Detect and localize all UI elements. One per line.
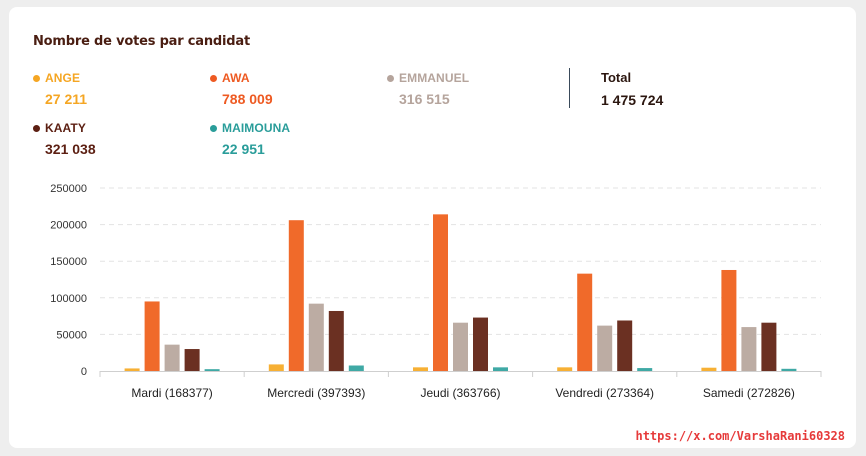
legend-value: 27 211 [45,91,88,107]
bar-emmanuel[interactable] [164,344,180,371]
legend-dot-icon [33,74,40,82]
y-axis-ticks: 250000 200000 150000 100000 50000 0 [50,183,87,378]
chart-grid [100,187,821,335]
legend-value: 788 009 [222,91,273,107]
bar-ange[interactable] [413,367,428,371]
bar-kaaty[interactable] [328,310,344,371]
legend-name: AWA [222,71,250,85]
bar-kaaty[interactable] [617,320,633,371]
legend-name: KAATY [45,121,86,135]
legend-label-kaaty: KAATY [33,121,96,135]
bar-maimouna[interactable] [348,365,364,371]
bar-ange[interactable] [268,364,284,371]
x-tick-label: Jeudi (363766) [420,386,500,400]
legend-label-emmanuel: EMMANUEL [387,71,469,85]
bar-emmanuel[interactable] [597,325,613,371]
bar-awa[interactable] [288,220,304,371]
legend-name: ANGE [45,71,81,85]
bar-emmanuel[interactable] [453,322,468,371]
y-tick-label: 200000 [50,220,87,232]
bar-awa[interactable] [721,269,737,371]
legend-item-kaaty[interactable]: KAATY 321 038 [33,121,96,157]
bar-maimouna[interactable] [781,368,797,371]
bar-awa[interactable] [144,301,160,371]
legend-dot-icon [210,74,217,82]
total-value: 1 475 724 [601,92,664,108]
legend-dot-icon [33,124,40,132]
bar-ange[interactable] [124,368,140,371]
legend-dot-icon [387,74,394,82]
bar-emmanuel[interactable] [741,327,757,371]
bar-ange[interactable] [557,367,573,371]
legend-value: 316 515 [399,91,450,107]
legend-label-ange: ANGE [33,71,87,85]
legend-label-maimouna: MAIMOUNA [210,121,290,135]
bar-awa[interactable] [577,273,593,371]
bar-maimouna[interactable] [204,369,220,371]
x-tick-label: Mercredi (397393) [267,386,365,400]
y-tick-label: 250000 [50,183,87,195]
legend-name: EMMANUEL [399,71,470,85]
legend-item-emmanuel[interactable]: EMMANUEL 316 515 [387,71,469,107]
y-tick-label: 50000 [56,329,87,341]
bar-emmanuel[interactable] [308,303,324,371]
legend-dot-icon [210,124,217,132]
bar-ange[interactable] [701,367,717,371]
total-summary: Total 1 475 724 [601,70,663,108]
bar-chart: 250000 200000 150000 100000 50000 0 Mardi (16… [50,183,822,400]
bar-kaaty[interactable] [184,349,200,371]
votes-card: Nombre de votes par candidat ANGE 27 211… [9,7,856,448]
y-tick-label: 0 [81,366,87,378]
x-axis: Mardi (168377) Mercredi (397393) Jeudi (36… [99,371,822,400]
legend-label-awa: AWA [210,71,273,85]
y-tick-label: 150000 [50,256,87,268]
credit-link[interactable]: https://x.com/VarshaRani60328 [635,429,845,443]
legend-item-maimouna[interactable]: MAIMOUNA 22 951 [210,121,290,157]
chart-bars [124,214,797,371]
chart-title: Nombre de votes par candidat [33,34,250,49]
x-tick-label: Mardi (168377) [131,386,212,400]
legend-value: 321 038 [45,141,96,157]
x-tick-label: Samedi (272826) [703,386,795,400]
bar-maimouna[interactable] [493,367,508,371]
legend-name: MAIMOUNA [222,121,291,135]
total-label: Total [601,70,632,85]
bar-maimouna[interactable] [637,368,653,371]
bar-awa[interactable] [433,214,448,371]
legend-value: 22 951 [222,141,265,157]
bar-kaaty[interactable] [761,322,777,371]
legend-item-awa[interactable]: AWA 788 009 [210,71,273,107]
bar-kaaty[interactable] [473,317,488,371]
total-divider [569,68,570,108]
x-tick-label: Vendredi (273364) [555,386,654,400]
y-tick-label: 100000 [50,293,87,305]
legend-item-ange[interactable]: ANGE 27 211 [33,71,87,107]
